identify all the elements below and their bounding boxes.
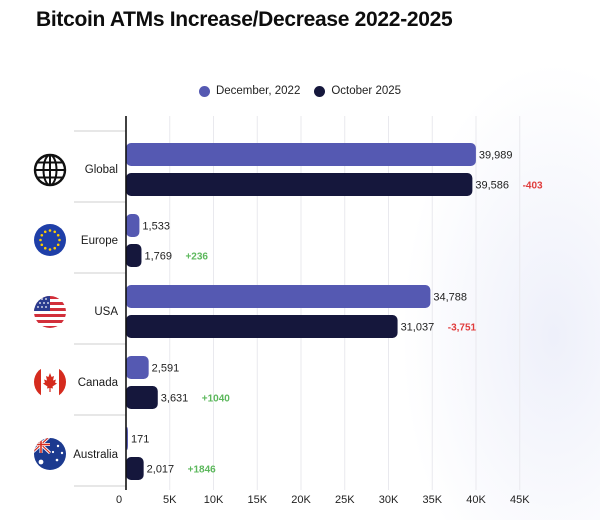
legend-label-2022: December, 2022 bbox=[215, 85, 301, 97]
value-label-usa-2025: 31,037 bbox=[401, 322, 435, 334]
x-tick-label: 45K bbox=[510, 494, 530, 506]
eu-flag-icon bbox=[34, 224, 66, 256]
change-label-usa: -3,751 bbox=[448, 323, 477, 334]
chart-title: Bitcoin ATMs Increase/Decrease 2022-2025 bbox=[36, 8, 453, 31]
bar-canada-2025 bbox=[126, 386, 158, 409]
region-label-global: Global bbox=[84, 164, 118, 176]
x-tick-label: 10K bbox=[204, 494, 224, 506]
change-label-canada: +1040 bbox=[202, 394, 231, 405]
bar-usa-2025 bbox=[126, 315, 398, 338]
value-label-canada-2025: 3,631 bbox=[161, 393, 189, 405]
legend-item-2022: December, 2022 bbox=[198, 85, 301, 97]
region-label-europe: Europe bbox=[80, 235, 118, 247]
bar-europe-2025 bbox=[126, 244, 142, 267]
australia-flag-icon bbox=[34, 438, 66, 470]
legend-swatch-2022 bbox=[198, 85, 210, 97]
value-label-global-2025: 39,586 bbox=[475, 180, 509, 192]
background-glow bbox=[400, 60, 600, 520]
change-label-europe: +236 bbox=[185, 252, 208, 263]
bar-europe-2022 bbox=[126, 214, 140, 237]
value-label-europe-2025: 1,769 bbox=[144, 251, 172, 263]
change-label-global: -403 bbox=[523, 181, 543, 192]
legend-swatch-2025 bbox=[314, 85, 326, 97]
bar-global-2022 bbox=[126, 143, 476, 166]
bar-canada-2022 bbox=[126, 356, 149, 379]
x-tick-label: 15K bbox=[247, 494, 267, 506]
value-label-usa-2022: 34,788 bbox=[433, 292, 467, 304]
bar-global-2025 bbox=[126, 173, 473, 196]
x-tick-label: 0 bbox=[116, 494, 122, 506]
change-label-australia: +1846 bbox=[188, 465, 217, 476]
x-tick-label: 20K bbox=[291, 494, 311, 506]
x-tick-label: 40K bbox=[466, 494, 486, 506]
region-label-australia: Australia bbox=[73, 449, 118, 461]
usa-flag-icon bbox=[34, 296, 66, 328]
canada-flag-icon bbox=[34, 366, 66, 398]
x-tick-label: 35K bbox=[422, 494, 442, 506]
value-label-australia-2022: 171 bbox=[131, 434, 149, 446]
legend-label-2025: October 2025 bbox=[331, 85, 402, 97]
bar-usa-2022 bbox=[126, 285, 431, 308]
x-tick-label: 5K bbox=[163, 494, 177, 506]
legend-item-2025: October 2025 bbox=[314, 85, 401, 97]
x-tick-label: 25K bbox=[335, 494, 355, 506]
region-label-usa: USA bbox=[94, 306, 118, 318]
value-label-europe-2022: 1,533 bbox=[142, 221, 170, 233]
chart-legend: December, 2022 October 2025 bbox=[0, 85, 600, 97]
bar-australia-2025 bbox=[126, 457, 144, 480]
value-label-canada-2022: 2,591 bbox=[152, 363, 180, 375]
x-tick-label: 30K bbox=[379, 494, 399, 506]
region-label-canada: Canada bbox=[77, 377, 118, 389]
globe-icon bbox=[33, 153, 67, 187]
value-label-global-2022: 39,989 bbox=[479, 150, 513, 162]
value-label-australia-2025: 2,017 bbox=[147, 464, 175, 476]
